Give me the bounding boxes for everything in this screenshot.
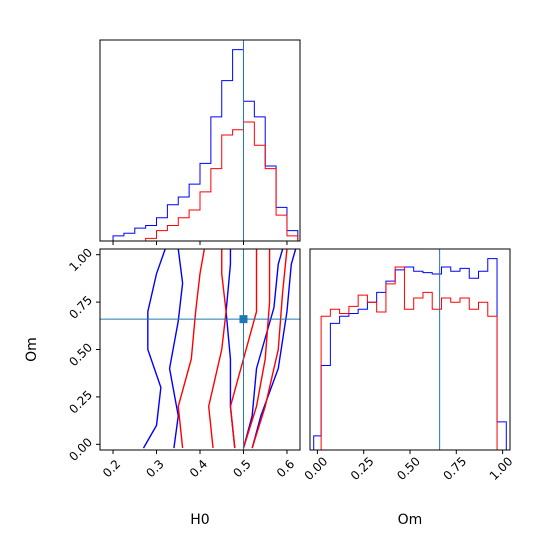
om-histogram-x-tick-label: 0.75 xyxy=(440,454,469,483)
x-axis-label-h0: H0 xyxy=(190,512,209,528)
y-axis-label-om: Om xyxy=(24,337,40,362)
contour-x-tick-label: 0.4 xyxy=(187,457,210,480)
contour-line-red xyxy=(207,249,227,449)
contour-line-blue xyxy=(225,249,236,449)
om-histogram-frame xyxy=(309,248,511,451)
om-histogram-blue-series xyxy=(313,258,507,450)
contour-x-tick-label: 0.5 xyxy=(230,457,253,480)
om-histogram-x-tick-label: 0.00 xyxy=(302,454,331,483)
truth-marker xyxy=(239,315,248,324)
contour-plot-area xyxy=(142,249,297,449)
contour-y-tick-label: 0.50 xyxy=(66,340,95,369)
om-histogram-x-tick-label: 0.50 xyxy=(394,454,423,483)
contour-line-red xyxy=(251,249,288,449)
contour-line-blue xyxy=(242,249,284,449)
h0-histogram-blue-series xyxy=(112,49,299,241)
x-axis-label-om: Om xyxy=(398,512,423,528)
om-histogram-panel: 0.00 0.25 0.50 0.75 1.00 xyxy=(302,248,516,483)
om-histogram-x-tick-label: 0.25 xyxy=(348,454,377,483)
contour-y-tick-label: 0.25 xyxy=(66,388,95,417)
contour-line-blue xyxy=(168,249,184,449)
contour-line-blue xyxy=(251,249,297,449)
om-histogram-x-tick-label: 1.00 xyxy=(487,454,516,483)
contour-line-red xyxy=(177,249,206,449)
contour-y-tick-label: 0.75 xyxy=(66,293,95,322)
h0-histogram-red-series xyxy=(145,121,299,241)
contour-line-red xyxy=(242,249,271,449)
contour-x-tick-label: 0.3 xyxy=(143,457,166,480)
contour-y-tick-label: 0.00 xyxy=(66,435,95,464)
om-histogram-red-series xyxy=(320,266,498,450)
contour-y-tick-label: 1.00 xyxy=(66,245,95,274)
contour-x-tick-label: 0.2 xyxy=(100,457,123,480)
contour-line-blue xyxy=(142,249,166,449)
h0-om-contour-panel: 0.2 0.3 0.4 0.5 0.6 0.00 0.25 0.50 0.75 1.00 xyxy=(66,245,301,480)
h0-histogram-frame xyxy=(99,39,301,242)
contour-x-tick-label: 0.6 xyxy=(274,457,297,480)
h0-histogram-panel xyxy=(99,39,301,245)
